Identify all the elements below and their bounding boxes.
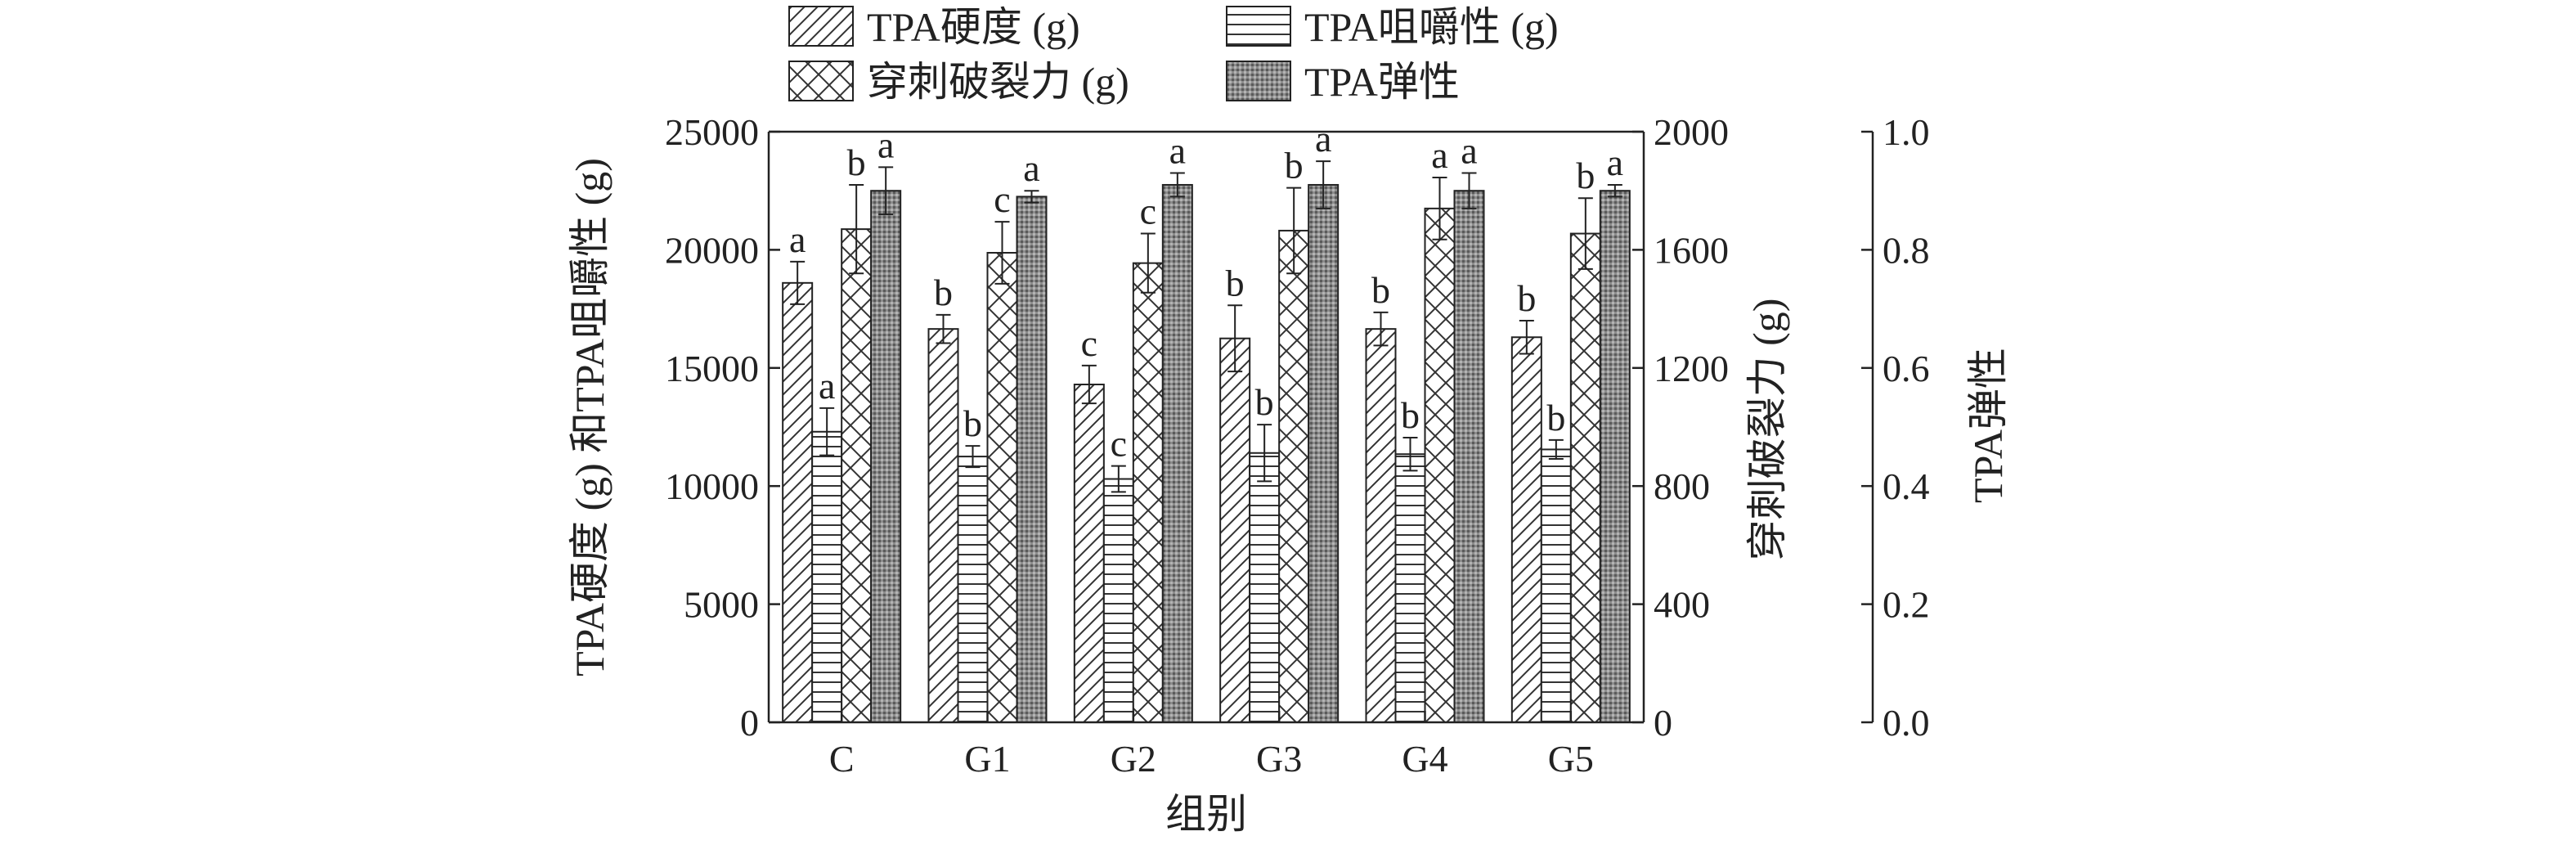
bar-s3-G4: [1453, 190, 1485, 723]
bar-s1-G2: [1102, 478, 1134, 723]
significance-label: b: [1401, 394, 1420, 436]
bar-s0-G4: [1365, 328, 1397, 723]
bar-s2-G5: [1569, 232, 1601, 724]
significance-label: b: [1285, 145, 1304, 187]
y3-tick-label: 1.0: [1883, 111, 1930, 153]
significance-label: b: [847, 142, 866, 183]
y3-tick-label: 0.6: [1883, 348, 1930, 389]
legend-swatch: [1226, 6, 1291, 47]
y-tick-label: 15000: [665, 348, 759, 389]
bar-s1-G1: [957, 456, 989, 723]
bar-s2-G4: [1424, 207, 1456, 724]
bar-s2-G3: [1278, 229, 1310, 723]
y2-tick-label: 2000: [1654, 111, 1729, 153]
y-tick-label: 20000: [665, 229, 759, 271]
bar-s0-G3: [1219, 337, 1251, 723]
y3-axis-label: TPA弹性: [1965, 348, 2011, 503]
y3-tick-label: 0.4: [1883, 465, 1930, 507]
x-tick-label: G5: [1548, 738, 1594, 780]
significance-label: c: [1140, 191, 1156, 232]
significance-label: a: [1023, 147, 1039, 189]
x-axis-label: 组别: [1165, 791, 1247, 837]
y3-tick-label: 0.2: [1883, 584, 1930, 626]
y2-tick-label: 800: [1654, 465, 1710, 507]
significance-label: a: [789, 218, 806, 260]
legend-swatch: [788, 6, 854, 47]
significance-label: c: [994, 178, 1010, 220]
bar-s1-G3: [1249, 452, 1281, 723]
bar-s0-C: [782, 281, 814, 724]
bar-s3-G3: [1308, 183, 1340, 724]
y-tick-label: 25000: [665, 111, 759, 153]
y2-tick-label: 1200: [1654, 348, 1729, 389]
x-tick-label: G1: [964, 738, 1010, 780]
significance-label: a: [819, 365, 835, 407]
y2-tick-label: 0: [1654, 702, 1672, 744]
significance-label: a: [1607, 142, 1623, 183]
legend-label: 穿刺破裂力 (g): [867, 59, 1129, 105]
bar-s3-G5: [1599, 190, 1631, 723]
bar-s3-G1: [1016, 196, 1048, 724]
legend-label: TPA咀嚼性 (g): [1304, 4, 1559, 50]
legend-label: TPA硬度 (g): [867, 4, 1080, 50]
bar-s1-G4: [1394, 453, 1426, 723]
y-tick-label: 5000: [684, 584, 759, 626]
significance-label: b: [1576, 155, 1595, 196]
significance-label: b: [1546, 397, 1565, 438]
y2-axis-label: 穿刺破裂力 (g): [1744, 299, 1790, 561]
y3-tick-label: 0.8: [1883, 229, 1930, 271]
y2-tick-label: 400: [1654, 584, 1710, 626]
legend-swatch: [788, 61, 854, 101]
significance-label: b: [1517, 277, 1536, 319]
significance-label: b: [1255, 381, 1274, 423]
y3-tick-label: 0.0: [1883, 702, 1930, 744]
bar-s2-G1: [986, 252, 1018, 723]
significance-label: b: [1371, 269, 1390, 311]
significance-label: c: [1081, 322, 1097, 364]
bar-s2-C: [841, 228, 873, 723]
legend-label: TPA弹性: [1304, 59, 1460, 105]
significance-label: a: [877, 124, 894, 165]
significance-label: b: [934, 272, 953, 313]
bar-s1-G5: [1540, 448, 1572, 723]
legend: TPA硬度 (g) TPA咀嚼性 (g) 穿刺破裂力 (g) TPA弹性: [788, 4, 1559, 105]
bar-s0-G1: [927, 328, 959, 723]
x-tick-label: G3: [1256, 738, 1302, 780]
significance-label: a: [1169, 130, 1186, 172]
significance-label: a: [1461, 130, 1477, 172]
y-axis-label: TPA硬度 (g) 和TPA咀嚼性 (g): [567, 158, 613, 676]
y-tick-label: 10000: [665, 465, 759, 507]
x-tick-label: G2: [1111, 738, 1156, 780]
y2-tick-label: 1600: [1654, 229, 1729, 271]
bar-s2-G2: [1132, 262, 1164, 723]
bar-s3-G2: [1161, 183, 1193, 724]
axes: 0 5000 10000 15000 20000 25000 0 400 800 1200 1600…: [665, 111, 1930, 780]
x-tick-label: G4: [1402, 738, 1447, 780]
bar-s0-G2: [1073, 384, 1105, 723]
bar-s0-G5: [1510, 336, 1542, 723]
significance-label: a: [1315, 118, 1331, 160]
bar-s1-C: [811, 430, 843, 723]
y-tick-label: 0: [740, 702, 759, 744]
significance-label: b: [1226, 262, 1245, 303]
bar-s3-C: [870, 190, 902, 723]
legend-swatch: [1226, 61, 1291, 101]
significance-label: a: [1431, 134, 1447, 176]
significance-label: b: [963, 402, 982, 444]
x-tick-label: C: [829, 738, 855, 780]
significance-label: c: [1111, 423, 1127, 465]
